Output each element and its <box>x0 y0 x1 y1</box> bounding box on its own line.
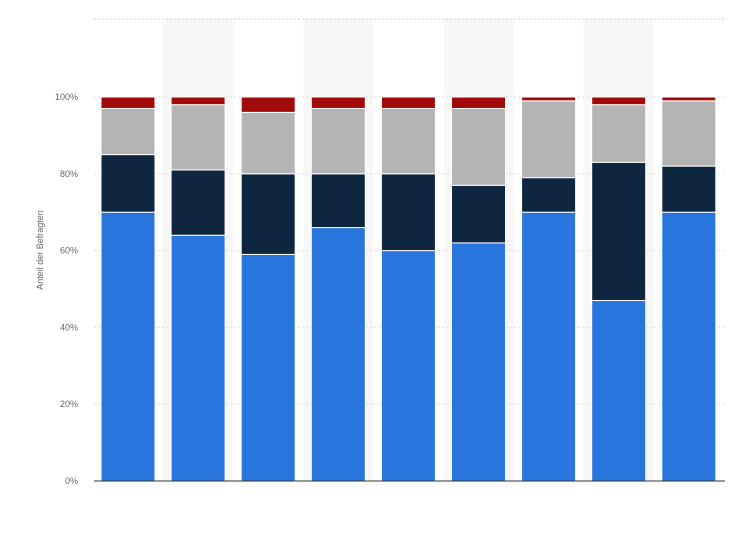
bars <box>100 96 717 482</box>
bar-segment[interactable] <box>591 96 647 106</box>
bar-segment[interactable] <box>100 154 156 213</box>
bar-segment[interactable] <box>451 108 506 186</box>
bar-segment[interactable] <box>170 234 226 482</box>
bar-segment[interactable] <box>100 108 156 156</box>
bar-segment[interactable] <box>591 161 647 302</box>
bar-segment[interactable] <box>451 184 506 244</box>
bar-segment[interactable] <box>521 100 577 179</box>
y-axis-title: Anteil der Befragten <box>35 210 45 290</box>
bar-segment[interactable] <box>240 253 296 482</box>
bar-segment[interactable] <box>170 96 226 106</box>
bar-segment[interactable] <box>310 96 366 110</box>
bar-segment[interactable] <box>310 227 366 482</box>
y-tick-label: 80% <box>60 169 78 179</box>
y-axis-ticks: 0% 20% 40% 60% 80% 100% <box>55 92 78 486</box>
bar-segment[interactable] <box>661 96 717 102</box>
bar-segment[interactable] <box>240 111 296 175</box>
bar-segment[interactable] <box>661 100 717 167</box>
bar-segment[interactable] <box>591 300 647 482</box>
bar-segment[interactable] <box>240 96 296 113</box>
y-tick-label: 40% <box>60 322 78 332</box>
bar-segment[interactable] <box>170 104 226 171</box>
bar-segment[interactable] <box>310 108 366 175</box>
y-tick-label: 100% <box>55 92 78 102</box>
bar-segment[interactable] <box>380 173 436 252</box>
bar-segment[interactable] <box>380 108 436 175</box>
bar-segment[interactable] <box>661 211 717 482</box>
bar-segment[interactable] <box>100 211 156 482</box>
bar-segment[interactable] <box>591 104 647 163</box>
y-tick-label: 60% <box>60 246 78 256</box>
bar-segment[interactable] <box>380 96 436 110</box>
bar-segment[interactable] <box>661 165 717 213</box>
bar-segment[interactable] <box>310 173 366 229</box>
bar-segment[interactable] <box>380 250 436 482</box>
bar-segment[interactable] <box>240 173 296 255</box>
y-tick-label: 0% <box>65 476 78 486</box>
bar-segment[interactable] <box>451 242 506 482</box>
bar-segment[interactable] <box>521 211 577 482</box>
bar-segment[interactable] <box>100 96 156 110</box>
bar-segment[interactable] <box>521 177 577 213</box>
bar-segment[interactable] <box>170 169 226 236</box>
bar-segment[interactable] <box>451 96 506 110</box>
bar-segment[interactable] <box>521 96 577 102</box>
y-tick-label: 20% <box>60 399 78 409</box>
